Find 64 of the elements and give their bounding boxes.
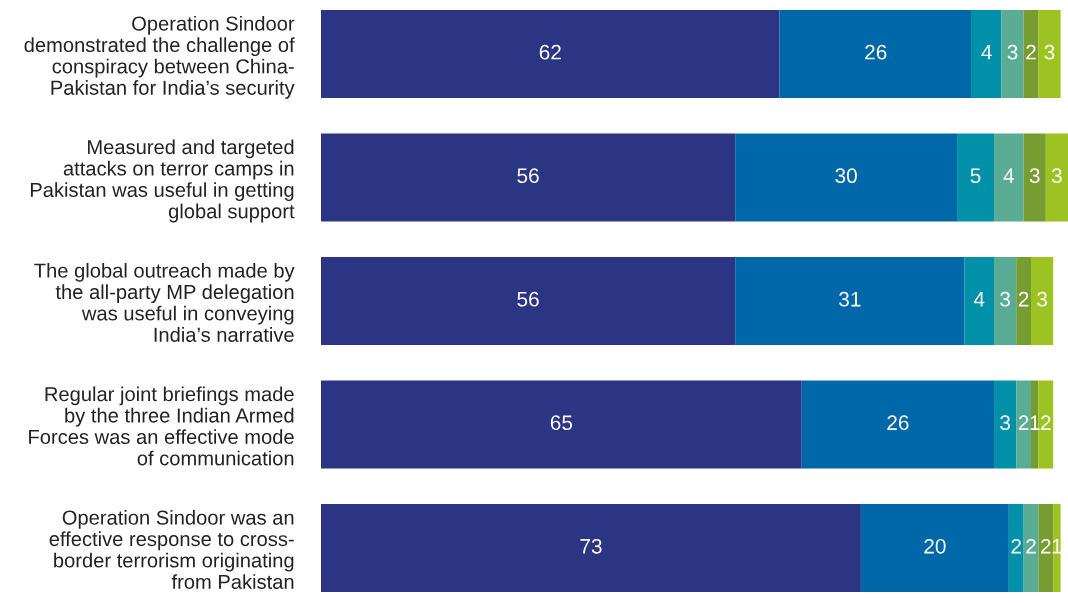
data-label: 4 xyxy=(1003,168,1015,183)
bar xyxy=(860,504,1009,593)
bar xyxy=(994,380,1017,469)
bar xyxy=(1038,9,1061,98)
data-label: 1 xyxy=(1052,539,1062,554)
data-label: 56 xyxy=(517,168,539,184)
data-label: 2 xyxy=(1026,44,1036,60)
bar xyxy=(964,257,995,346)
bar xyxy=(994,133,1024,222)
bar xyxy=(1031,257,1054,346)
bar xyxy=(735,133,958,222)
data-label: 3 xyxy=(1007,44,1018,60)
bar xyxy=(957,133,995,222)
bar xyxy=(321,133,736,222)
data-label: 56 xyxy=(517,291,539,307)
bar xyxy=(735,257,965,346)
bar xyxy=(321,380,802,469)
data-label: 4 xyxy=(981,45,992,60)
data-label: 3 xyxy=(1044,44,1055,60)
bar xyxy=(994,257,1017,346)
data-label: 20 xyxy=(924,538,946,554)
data-label: 31 xyxy=(839,291,861,307)
data-label: 26 xyxy=(887,415,909,431)
y-tick-label: Operation Sindoor demonstrated the challenge of conspiracy between China- Pakistan for India’s security xyxy=(24,15,295,99)
data-label: 1 xyxy=(1030,415,1040,430)
data-label: 3 xyxy=(1051,168,1062,184)
data-label: 73 xyxy=(580,538,602,554)
bar xyxy=(1038,504,1054,593)
y-tick-label: Regular joint briefings made by the three Indian Armed Forces was an effective mode of communication xyxy=(29,386,294,466)
data-label: 3 xyxy=(1029,168,1040,184)
bar xyxy=(1023,9,1039,98)
data-label: 2 xyxy=(1011,538,1021,554)
data-label: 4 xyxy=(973,292,985,307)
data-label: 3 xyxy=(1000,291,1011,307)
data-label: 2 xyxy=(1018,291,1029,307)
bar xyxy=(321,257,736,346)
bar xyxy=(1016,257,1032,346)
bar xyxy=(801,380,995,469)
bar xyxy=(1016,380,1032,469)
bar xyxy=(1023,133,1046,222)
data-label: 2 xyxy=(1018,415,1029,430)
data-label: 2 xyxy=(1041,538,1051,554)
bar xyxy=(1001,9,1024,98)
bar xyxy=(1038,380,1054,469)
y-tick-label: Operation Sindoor was an effective response to cross- border terrorism originating from Pakistan xyxy=(49,509,294,589)
y-tick-label: Measured and targeted attacks on terror camps in Pakistan was useful in getting global support xyxy=(30,139,295,223)
y-tick-label: The global outreach made by the all-party MP delegation was useful in conveying India’s narrative xyxy=(34,262,295,342)
data-label: 3 xyxy=(1037,291,1047,307)
data-label: 2 xyxy=(1026,538,1036,554)
data-label: 3 xyxy=(1000,415,1011,431)
bar xyxy=(971,9,1002,98)
data-label: 26 xyxy=(865,44,887,60)
bar xyxy=(1023,504,1039,593)
data-label: 2 xyxy=(1041,415,1051,430)
bar xyxy=(321,9,780,98)
bar xyxy=(1008,504,1024,593)
data-label: 62 xyxy=(539,44,561,60)
data-label: 30 xyxy=(835,168,857,184)
bar xyxy=(321,504,861,593)
bar xyxy=(1053,504,1061,593)
data-label: 5 xyxy=(970,168,981,184)
bar xyxy=(779,9,972,98)
bar xyxy=(1045,133,1068,222)
data-label: 65 xyxy=(550,415,573,431)
